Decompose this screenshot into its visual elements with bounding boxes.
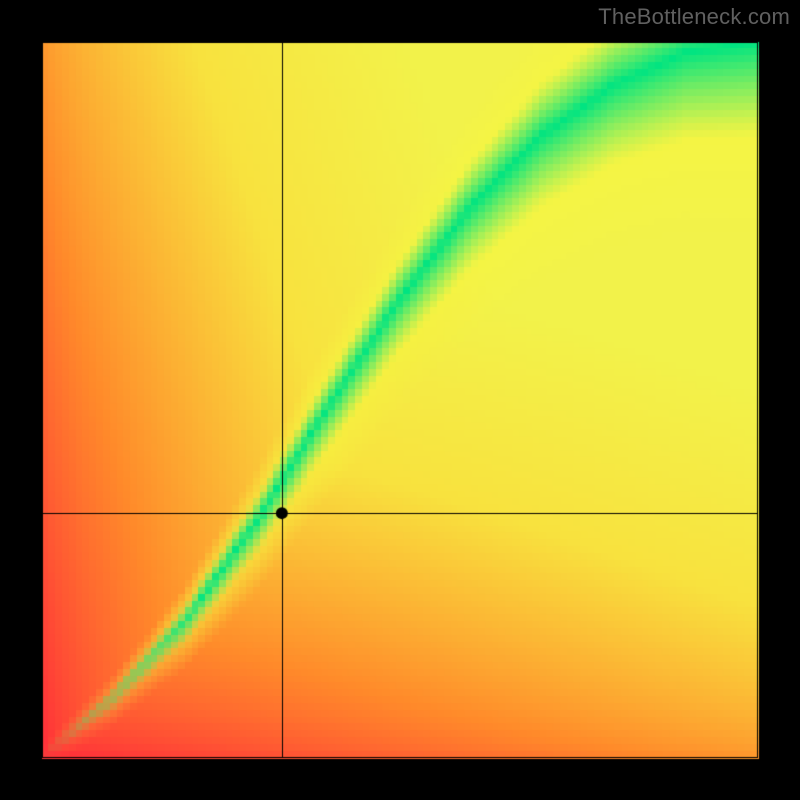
chart-container: TheBottleneck.com (0, 0, 800, 800)
bottleneck-heatmap-canvas (0, 0, 800, 800)
